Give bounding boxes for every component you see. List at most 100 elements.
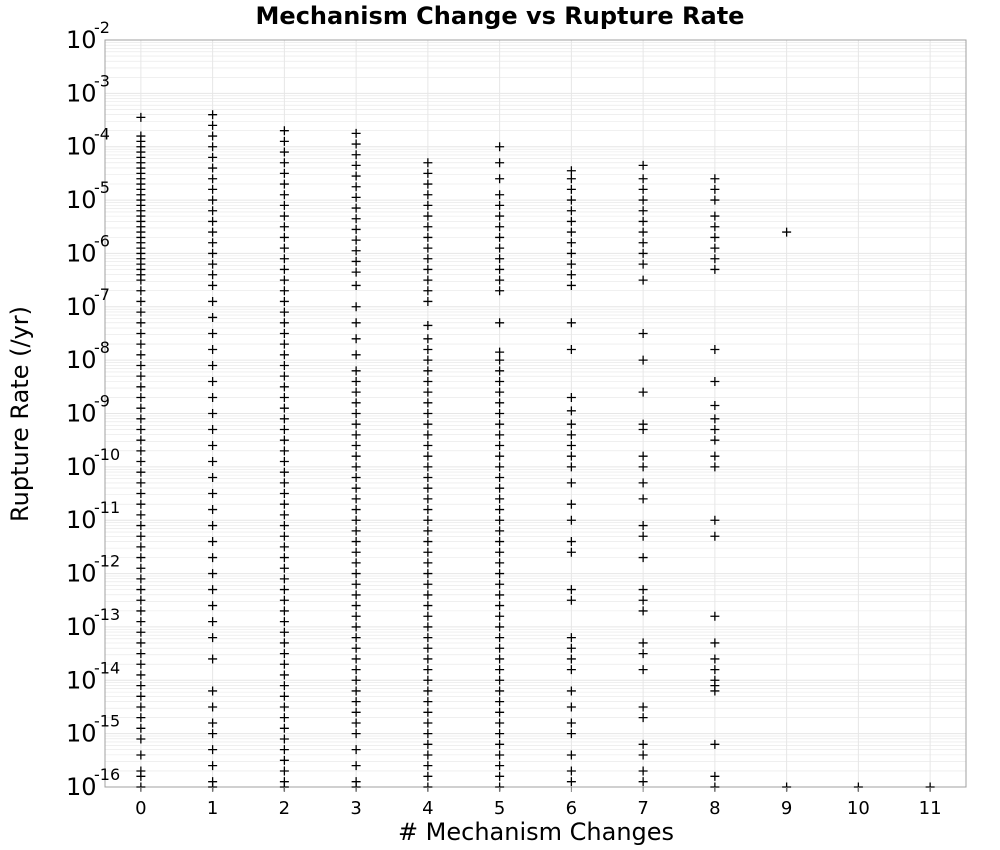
data-point <box>208 312 218 322</box>
data-point <box>495 366 505 376</box>
data-point <box>279 211 289 221</box>
data-point <box>208 392 218 402</box>
data-point <box>136 307 146 317</box>
data-point <box>566 184 576 194</box>
data-point <box>136 489 146 499</box>
data-point <box>208 473 218 483</box>
y-tick-label: 10-5 <box>66 178 110 214</box>
data-point <box>279 755 289 765</box>
data-point <box>423 200 433 210</box>
data-point <box>208 376 218 386</box>
data-point <box>423 739 433 749</box>
data-point <box>710 195 720 205</box>
data-point <box>638 259 648 269</box>
data-point <box>423 761 433 771</box>
data-point <box>208 206 218 216</box>
data-point <box>423 296 433 306</box>
data-point <box>710 376 720 386</box>
data-point <box>351 665 361 675</box>
data-point <box>710 222 720 232</box>
data-point <box>710 531 720 541</box>
data-point <box>351 729 361 739</box>
data-point <box>638 606 648 616</box>
data-point <box>710 211 720 221</box>
data-point <box>423 398 433 408</box>
data-point <box>351 350 361 360</box>
data-point <box>351 203 361 213</box>
x-tick-label: 4 <box>422 798 433 819</box>
data-point <box>279 585 289 595</box>
data-point <box>566 766 576 776</box>
data-point <box>566 750 576 760</box>
data-point <box>208 296 218 306</box>
data-point <box>638 275 648 285</box>
data-point <box>351 654 361 664</box>
data-point <box>423 430 433 440</box>
data-point <box>710 686 720 696</box>
data-point <box>423 158 433 168</box>
y-tick-exponent: -5 <box>94 178 110 197</box>
data-point <box>638 238 648 248</box>
data-point <box>208 270 218 280</box>
data-point <box>423 643 433 653</box>
data-point <box>136 499 146 509</box>
data-point <box>208 569 218 579</box>
y-tick-exponent: -2 <box>94 18 110 37</box>
data-point <box>710 515 720 525</box>
data-point <box>351 569 361 579</box>
data-point <box>423 547 433 557</box>
y-tick-label: 10-8 <box>66 338 110 374</box>
data-point <box>423 633 433 643</box>
data-point <box>638 478 648 488</box>
data-point <box>208 537 218 547</box>
data-point <box>279 702 289 712</box>
data-point <box>495 355 505 365</box>
data-point <box>710 232 720 242</box>
data-point <box>710 425 720 435</box>
data-point <box>136 681 146 691</box>
data-point <box>136 318 146 328</box>
data-point <box>351 547 361 557</box>
data-point <box>279 638 289 648</box>
data-point <box>279 222 289 232</box>
data-point <box>279 563 289 573</box>
data-point <box>423 622 433 632</box>
data-point <box>566 238 576 248</box>
data-point <box>351 398 361 408</box>
y-tick-base: 10 <box>66 506 97 534</box>
data-point <box>136 403 146 413</box>
data-point <box>208 601 218 611</box>
data-point <box>638 425 648 435</box>
data-point <box>279 392 289 402</box>
data-point <box>566 174 576 184</box>
data-point <box>208 360 218 370</box>
data-point <box>495 387 505 397</box>
y-tick-exponent: -7 <box>94 285 110 304</box>
data-point <box>351 526 361 536</box>
data-point <box>423 558 433 568</box>
data-point <box>351 633 361 643</box>
data-point <box>279 339 289 349</box>
data-point <box>638 739 648 749</box>
data-points <box>136 110 935 792</box>
data-point <box>423 750 433 760</box>
data-point <box>566 537 576 547</box>
data-point <box>136 627 146 637</box>
data-point <box>423 286 433 296</box>
data-point <box>495 515 505 525</box>
data-point <box>279 478 289 488</box>
data-point <box>279 307 289 317</box>
data-point <box>710 184 720 194</box>
data-point <box>566 633 576 643</box>
data-point <box>566 195 576 205</box>
y-axis-label: Rupture Rate (/yr) <box>6 306 34 522</box>
data-point <box>279 521 289 531</box>
data-point <box>279 531 289 541</box>
data-point <box>136 286 146 296</box>
data-point <box>423 590 433 600</box>
data-point <box>279 179 289 189</box>
y-tick-label: 10-14 <box>66 658 120 694</box>
data-point <box>351 256 361 266</box>
data-point <box>423 179 433 189</box>
data-point <box>136 595 146 605</box>
